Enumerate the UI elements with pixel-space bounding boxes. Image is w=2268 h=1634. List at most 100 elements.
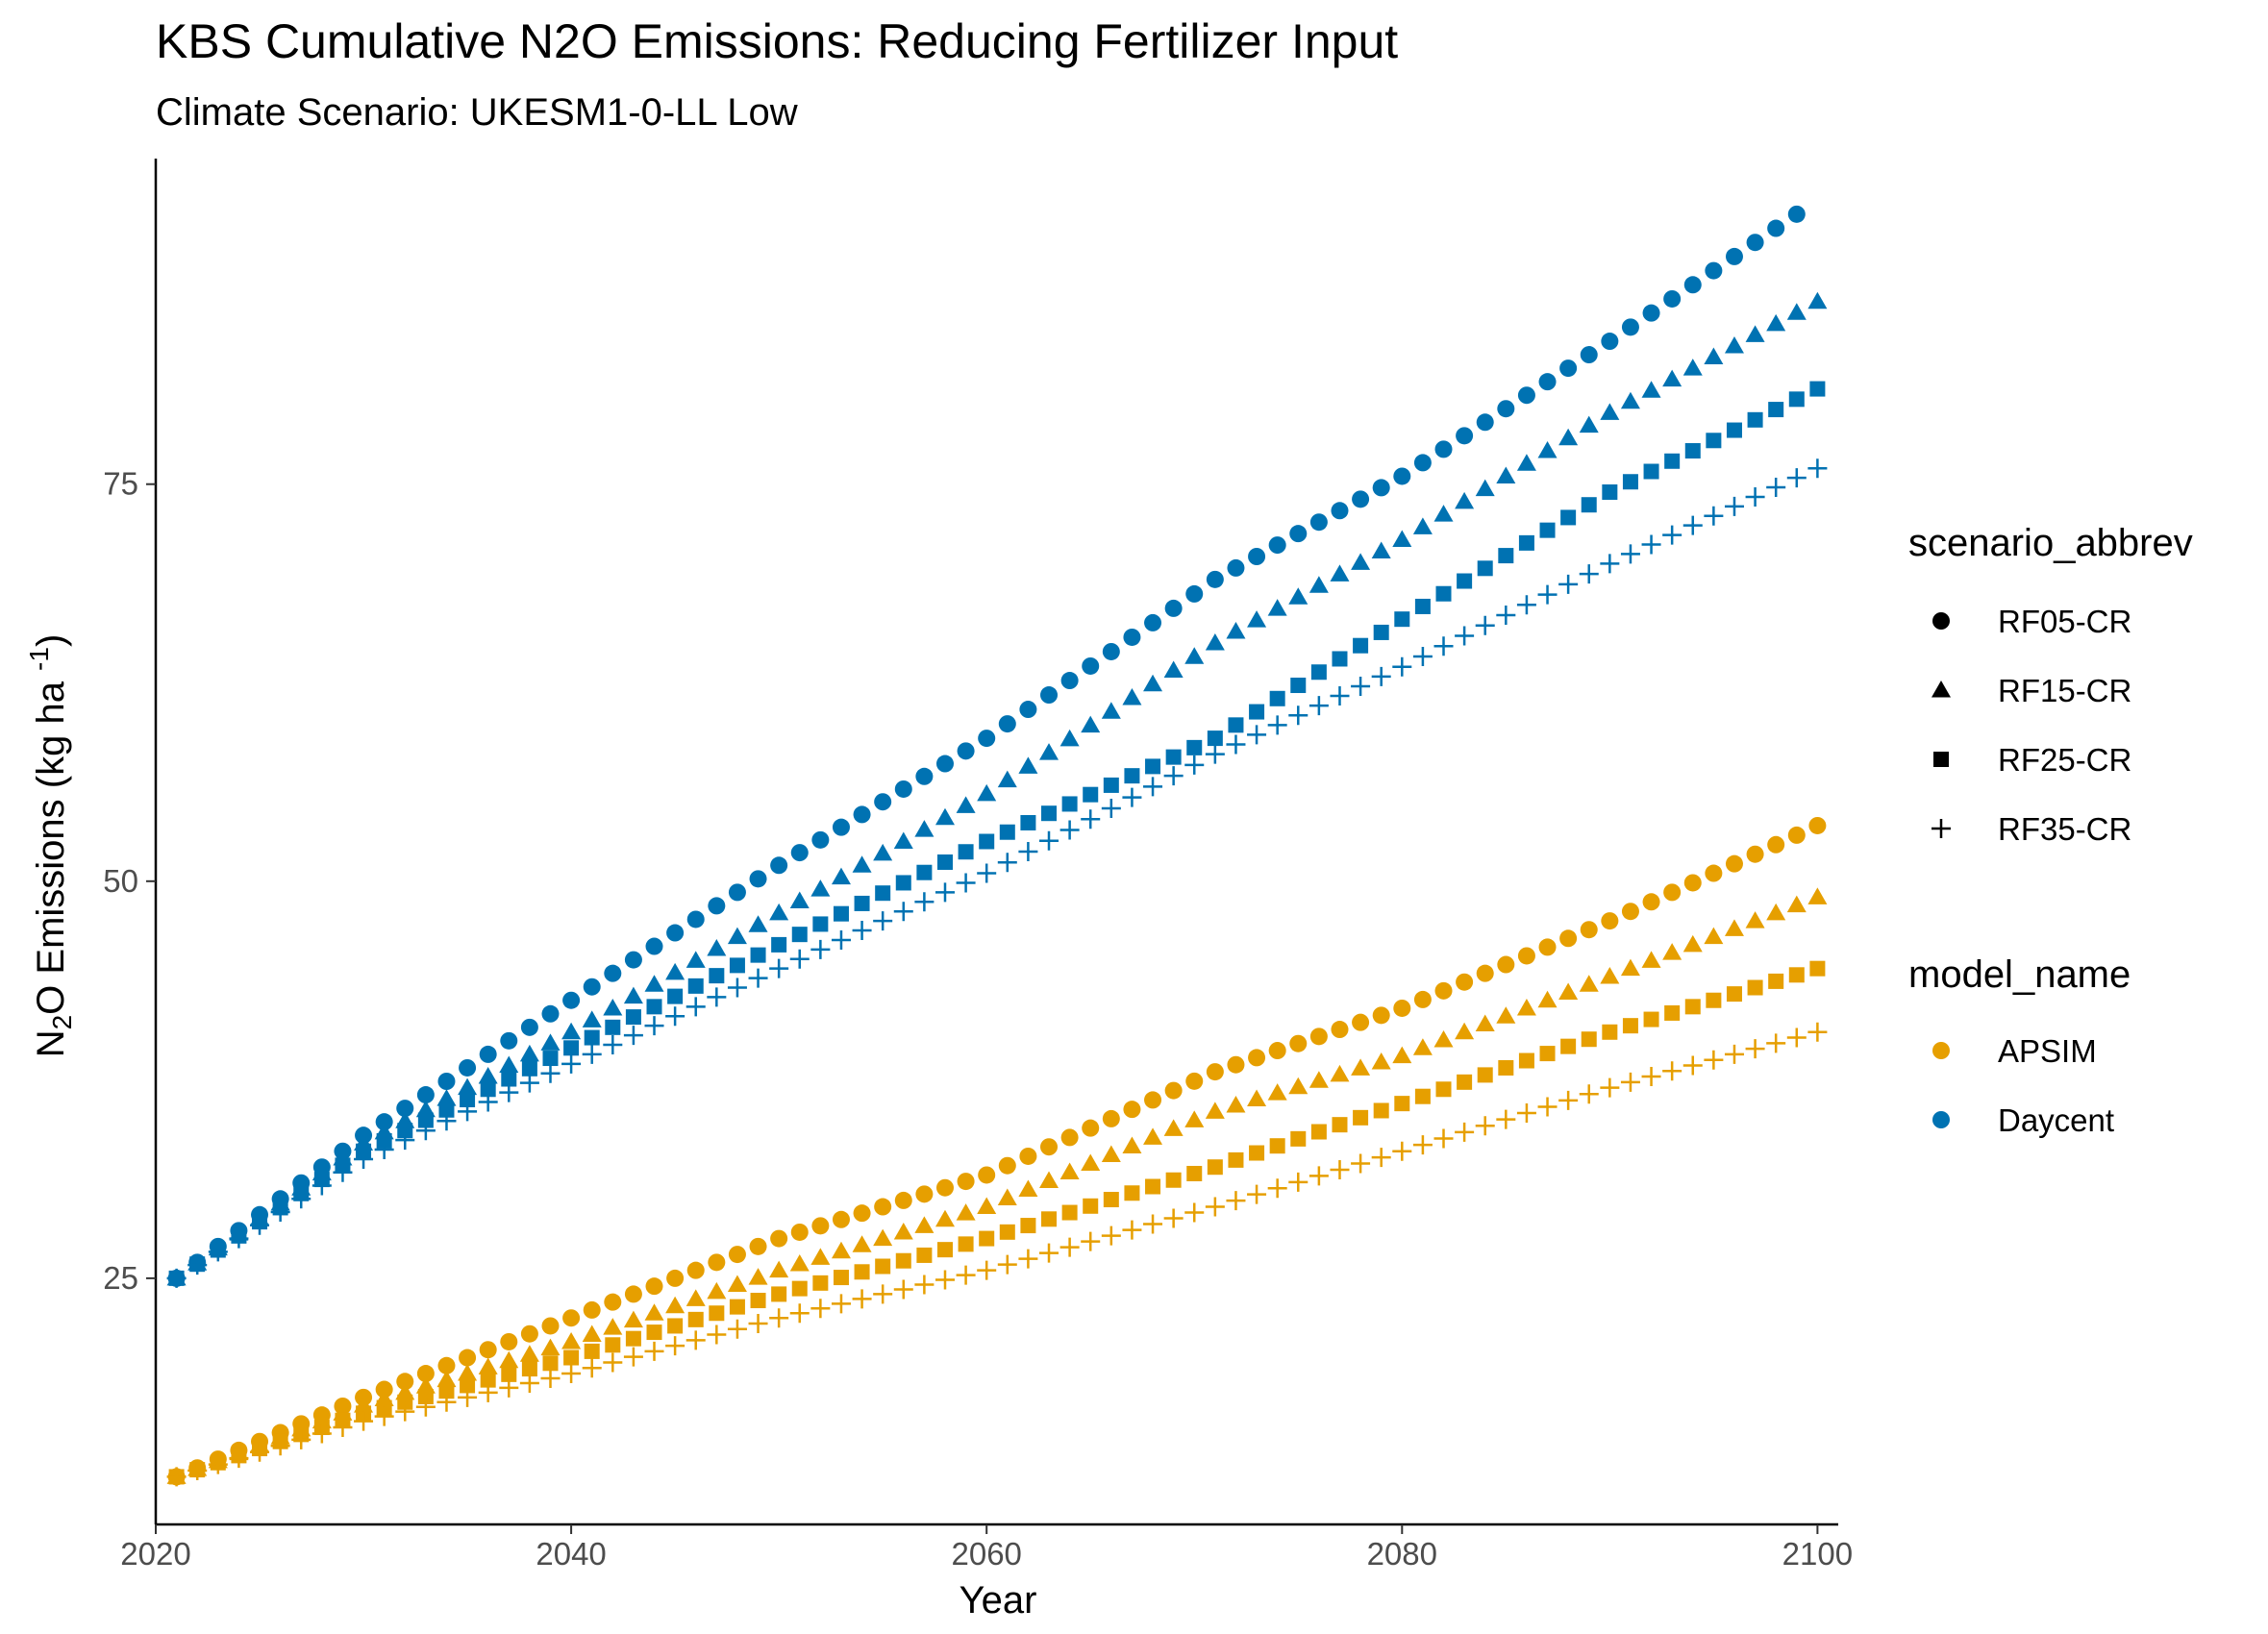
data-point (542, 1355, 559, 1372)
data-point (1641, 534, 1661, 555)
data-point (312, 1176, 332, 1196)
data-point (1747, 411, 1763, 428)
data-point (956, 873, 976, 893)
data-point (790, 844, 809, 862)
data-point (540, 1338, 561, 1356)
data-point (687, 978, 704, 994)
data-point (1018, 1249, 1038, 1269)
data-point (354, 1149, 374, 1169)
data-point (1724, 919, 1744, 936)
data-point (1581, 497, 1597, 513)
data-point (460, 1092, 476, 1108)
data-point (1643, 1011, 1659, 1027)
data-point (1332, 651, 1348, 667)
data-point (1600, 403, 1620, 420)
data-point (1433, 1128, 1454, 1149)
data-point (956, 1203, 976, 1221)
data-point (1457, 573, 1473, 589)
data-point (685, 1330, 706, 1350)
data-point (1705, 864, 1723, 882)
data-point (396, 1373, 414, 1391)
data-point (437, 1356, 456, 1374)
data-point (852, 1289, 872, 1309)
data-point (604, 964, 622, 982)
data-point (478, 1382, 498, 1402)
data-point (915, 767, 934, 785)
data-point (1808, 816, 1827, 834)
data-point (1600, 554, 1620, 574)
data-point (833, 905, 849, 922)
legend-key (1932, 1042, 1950, 1059)
data-point (623, 1026, 643, 1046)
data-point (791, 927, 808, 943)
data-point (416, 1365, 435, 1383)
data-point (1537, 584, 1558, 605)
data-point (1351, 553, 1371, 570)
data-point (1767, 835, 1785, 854)
data-point (1413, 990, 1432, 1008)
data-point (874, 1198, 892, 1216)
data-point (1498, 1059, 1514, 1076)
data-point (893, 1279, 913, 1300)
data-point (791, 1280, 808, 1297)
data-point (1226, 622, 1246, 639)
data-point (789, 949, 810, 969)
data-point (1706, 992, 1722, 1008)
data-point (1018, 756, 1038, 774)
data-point (708, 1253, 726, 1272)
data-point (270, 1436, 290, 1456)
data-point (978, 730, 996, 748)
data-point (1558, 982, 1579, 1000)
data-point (852, 1235, 872, 1252)
data-point (1621, 318, 1639, 336)
data-point (1683, 874, 1702, 892)
plot-area (166, 205, 1828, 1487)
data-point (748, 1268, 768, 1285)
data-point (997, 1188, 1017, 1206)
data-point (436, 1111, 457, 1131)
data-point (979, 1230, 995, 1247)
data-point (873, 843, 893, 861)
data-point (667, 1318, 684, 1334)
data-point (749, 1237, 767, 1255)
data-point (854, 1264, 870, 1280)
data-point (1662, 1061, 1682, 1081)
data-point (1227, 1055, 1245, 1074)
x-tick-label: 2060 (951, 1536, 1021, 1572)
x-tick-label: 2020 (120, 1536, 190, 1572)
data-point (1580, 346, 1598, 364)
chart-subtitle: Climate Scenario: UKESM1-0-LL Low (156, 91, 798, 134)
data-point (1330, 686, 1350, 706)
data-point (1143, 777, 1163, 797)
data-point (770, 1229, 788, 1248)
data-point (1145, 758, 1161, 775)
data-point (709, 1305, 725, 1322)
data-point (604, 1293, 622, 1311)
x-axis: 2020 2040 2060 2080 2100 (120, 1523, 1853, 1572)
data-point (1516, 998, 1536, 1016)
data-point (956, 1265, 976, 1285)
data-point (270, 1202, 290, 1223)
data-point (1809, 381, 1826, 397)
data-point (1725, 854, 1743, 873)
data-point (1496, 606, 1516, 626)
data-point (978, 1166, 996, 1184)
data-point (1205, 632, 1225, 651)
data-point (1164, 1081, 1183, 1100)
data-point (1498, 548, 1514, 564)
data-point (665, 1006, 685, 1027)
data-point (625, 1330, 641, 1347)
data-point (458, 1364, 478, 1381)
data-point (707, 1325, 727, 1345)
data-point (895, 1252, 911, 1269)
data-point (916, 864, 933, 880)
data-point (623, 986, 643, 1004)
data-point (520, 1325, 538, 1343)
data-point (312, 1424, 332, 1444)
data-point (583, 978, 601, 996)
data-point (1704, 506, 1724, 526)
series-apsim-rf05-cr (167, 816, 1827, 1486)
data-point (1807, 1022, 1828, 1042)
data-point (685, 951, 706, 968)
data-point (1620, 391, 1640, 409)
